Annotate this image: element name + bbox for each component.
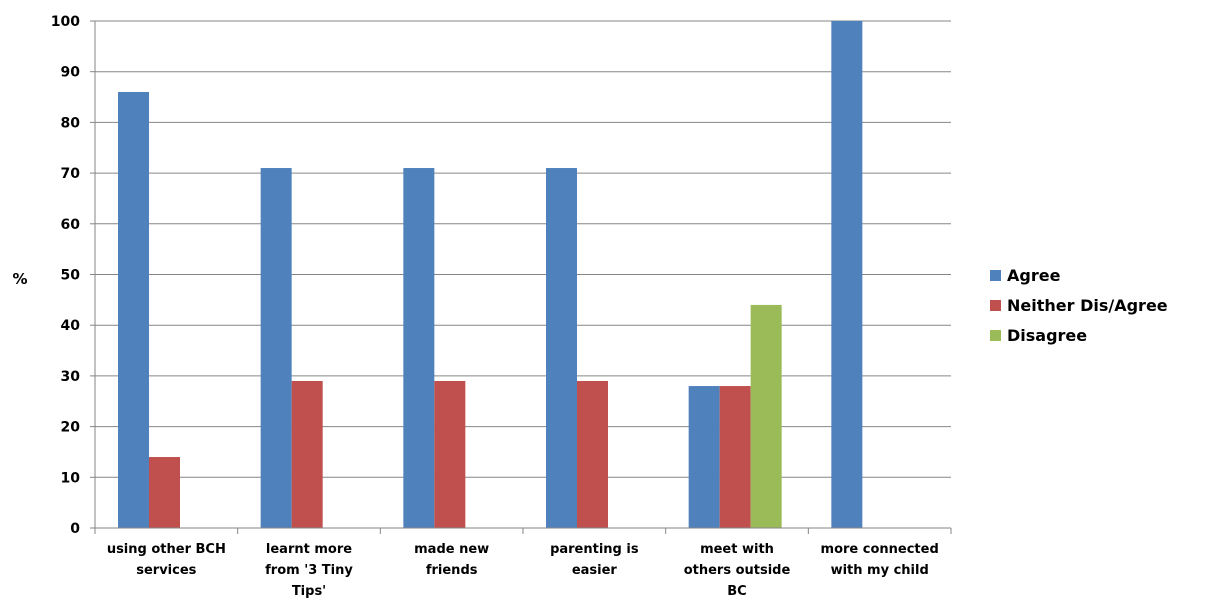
x-category-labels: using other BCH services learnt more from '…: [107, 542, 939, 599]
bar-neither-dis-agree-1: [291, 380, 323, 528]
legend-label: Disagree: [1007, 325, 1088, 345]
y-tick-label: 50: [61, 268, 81, 284]
y-tick-label: 10: [61, 470, 81, 486]
y-tick-label: 30: [61, 369, 81, 385]
x-category-line: from '3 Tiny: [265, 563, 353, 578]
bar-agree-0: [118, 91, 149, 528]
x-category-line: with my child: [831, 563, 929, 578]
y-tick-label: 100: [51, 14, 80, 30]
y-tick-label: 0: [70, 521, 80, 537]
x-category-line: more connected: [821, 542, 939, 557]
x-category-label: made new friends: [414, 542, 489, 578]
bar-agree-2: [403, 168, 435, 528]
y-tick-label: 80: [61, 115, 81, 131]
x-category-line: parenting is: [550, 542, 639, 557]
x-category-line: meet with: [700, 542, 774, 557]
gridlines: [95, 20, 951, 478]
y-tick-label: 20: [61, 420, 81, 436]
x-category-label: learnt more from '3 Tiny Tips': [265, 542, 353, 599]
legend-label: Neither Dis/Agree: [1007, 295, 1168, 315]
bar-neither-dis-agree-2: [434, 380, 466, 528]
bar-neither-dis-agree-0: [149, 457, 180, 528]
x-category-line: services: [136, 563, 196, 578]
x-category-line: learnt more: [266, 542, 352, 557]
x-category-line: easier: [572, 563, 618, 578]
x-category-line: Tips': [292, 584, 326, 599]
x-category-line: using other BCH: [107, 542, 226, 557]
bar-agree-4: [688, 386, 720, 528]
bar-agree-3: [546, 168, 577, 528]
bars: [118, 21, 863, 528]
y-axis-label: %: [12, 270, 27, 288]
legend-item: Agree: [990, 260, 1168, 290]
bar-agree-5: [831, 21, 863, 528]
bar-disagree-4: [750, 304, 782, 528]
legend-swatch: [990, 299, 1001, 311]
y-tick-labels: 0 10 20 30 40 50 60 70 80 90 100: [51, 14, 80, 537]
x-category-line: BC: [727, 584, 746, 599]
x-category-line: made new: [414, 542, 489, 557]
legend: Agree Neither Dis/Agree Disagree: [990, 260, 1168, 350]
x-category-label: more connected with my child: [821, 542, 939, 578]
legend-swatch: [990, 329, 1001, 341]
y-tick-label: 90: [61, 65, 81, 81]
x-category-line: others outside: [684, 563, 791, 578]
axes: [90, 20, 952, 534]
x-category-line: friends: [426, 563, 478, 578]
x-category-label: using other BCH services: [107, 542, 226, 578]
legend-item: Neither Dis/Agree: [990, 290, 1168, 320]
legend-label: Agree: [1007, 265, 1061, 285]
bar-neither-dis-agree-4: [719, 386, 751, 528]
legend-item: Disagree: [990, 320, 1168, 350]
x-category-label: meet with others outside BC: [684, 542, 791, 599]
legend-swatch: [990, 269, 1001, 281]
bar-neither-dis-agree-3: [577, 380, 608, 528]
y-tick-label: 40: [61, 318, 81, 334]
y-tick-label: 60: [61, 217, 81, 233]
y-tick-label: 70: [61, 166, 81, 182]
bar-agree-1: [260, 168, 292, 528]
x-category-label: parenting is easier: [550, 542, 639, 578]
